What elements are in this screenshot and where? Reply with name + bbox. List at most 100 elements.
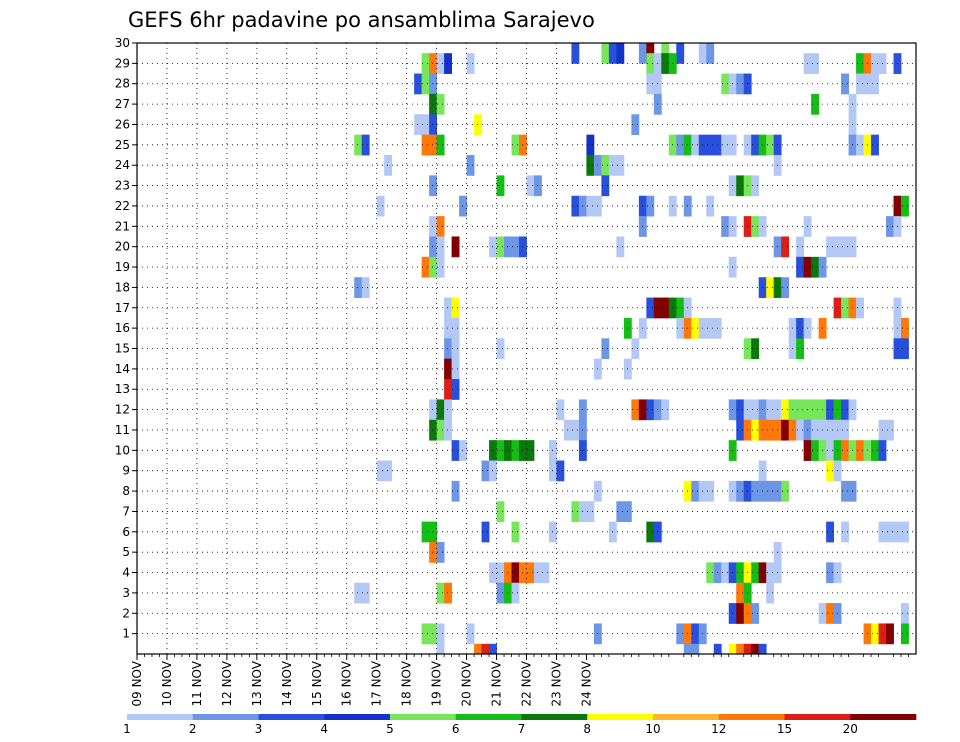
heatmap-cell [796,419,805,441]
colorbar-label: 15 [777,722,792,736]
heatmap-cell [811,256,820,278]
y-tick-label: 21 [115,219,130,233]
heatmap-cell [736,175,745,197]
heatmap-cell [444,297,452,319]
heatmap-cell [444,399,452,421]
heatmap-cell [781,480,790,502]
y-tick-label: 25 [115,138,130,152]
heatmap-cell [751,562,760,584]
heatmap-cell [414,114,423,136]
heatmap-cell [489,643,497,655]
y-tick-label: 24 [115,158,130,172]
chart-title: GEFS 6hr padavine po ansamblima Sarajevo [128,8,595,32]
heatmap-cell [421,521,430,543]
colorbar-label: 10 [645,722,660,736]
heatmap-cell [676,623,685,645]
heatmap-cell [811,399,820,421]
y-tick-label: 2 [122,606,130,620]
heatmap-cell [826,419,835,441]
heatmap-cell [429,73,438,95]
heatmap-cell [429,256,438,278]
heatmap-cell [451,480,460,502]
y-tick-label: 19 [115,260,130,274]
heatmap-cell [856,53,864,74]
heatmap-cell [796,338,805,360]
heatmap-cell [436,582,445,604]
heatmap-cell [706,562,715,584]
heatmap-cell [871,53,879,74]
heatmap-cell [474,114,482,136]
y-tick-label: 8 [122,484,130,498]
y-tick-label: 17 [115,301,130,315]
heatmap-cell [354,277,363,298]
heatmap-cell [429,114,438,136]
heatmap-cell [451,297,460,319]
y-tick-label: 27 [115,97,130,111]
colorbar-swatch [455,714,522,720]
colorbar-swatch [127,714,194,720]
y-tick-label: 6 [122,525,130,539]
heatmap-cell [571,419,580,441]
heatmap-cell [901,338,909,360]
colorbar-label: 2 [189,722,197,736]
heatmap-cell [556,460,565,482]
x-tick-label: 10 NOV [160,660,174,706]
heatmap-cell [429,53,438,74]
heatmap-cell [736,399,745,421]
heatmap-cell [541,562,550,584]
heatmap-cell [616,43,625,64]
x-tick-label: 17 NOV [370,660,384,706]
heatmap-cell [429,134,438,156]
heatmap-cell [429,541,438,563]
heatmap-cell [743,643,752,655]
heatmap-cell [826,236,835,258]
heatmap-cell [721,134,730,156]
heatmap-cell [571,195,580,217]
heatmap-cell [706,134,715,156]
heatmap-cell [481,643,490,655]
heatmap-cell [354,134,363,156]
colorbar-swatch [850,714,917,720]
y-tick-label: 29 [115,56,130,70]
colorbar-swatch [784,714,851,720]
heatmap-cell [661,399,670,421]
heatmap-cell [811,53,820,74]
heatmap-cell [511,521,520,543]
heatmap-cell [736,582,745,604]
heatmap-cell [586,195,595,217]
y-tick-label: 9 [122,464,130,478]
heatmap-cell [436,256,445,278]
heatmap-cell [826,603,835,624]
colorbar-swatch [324,714,391,720]
y-tick-label: 5 [122,545,130,559]
heatmap-cell [526,175,535,197]
heatmap-cell [429,93,438,115]
heatmap-cell [736,73,745,95]
heatmap-cell [826,399,835,421]
heatmap-cell [691,317,700,339]
y-tick-label: 26 [115,117,130,131]
heatmap-cell [841,73,849,95]
heatmap-cell [511,440,520,461]
heatmap-cell [841,399,849,421]
heatmap-cell [496,501,505,523]
colorbar-swatch [587,714,654,720]
heatmap-cell [751,338,760,360]
heatmap-cell [586,155,595,176]
y-tick-label: 28 [115,77,130,91]
heatmap-cell [421,114,430,136]
y-tick-label: 22 [115,199,130,213]
heatmap-cell [676,134,685,156]
heatmap-cell [736,419,745,441]
heatmap-cell [474,643,482,655]
heatmap-cell [481,521,490,543]
heatmap-cell [496,175,505,197]
heatmap-cell [631,399,640,421]
heatmap-cell [728,643,737,655]
heatmap-cell [511,134,520,156]
heatmap-cell [354,582,363,604]
y-tick-label: 14 [115,362,130,376]
colorbar-label: 20 [843,722,858,736]
heatmap-cell [841,480,849,502]
